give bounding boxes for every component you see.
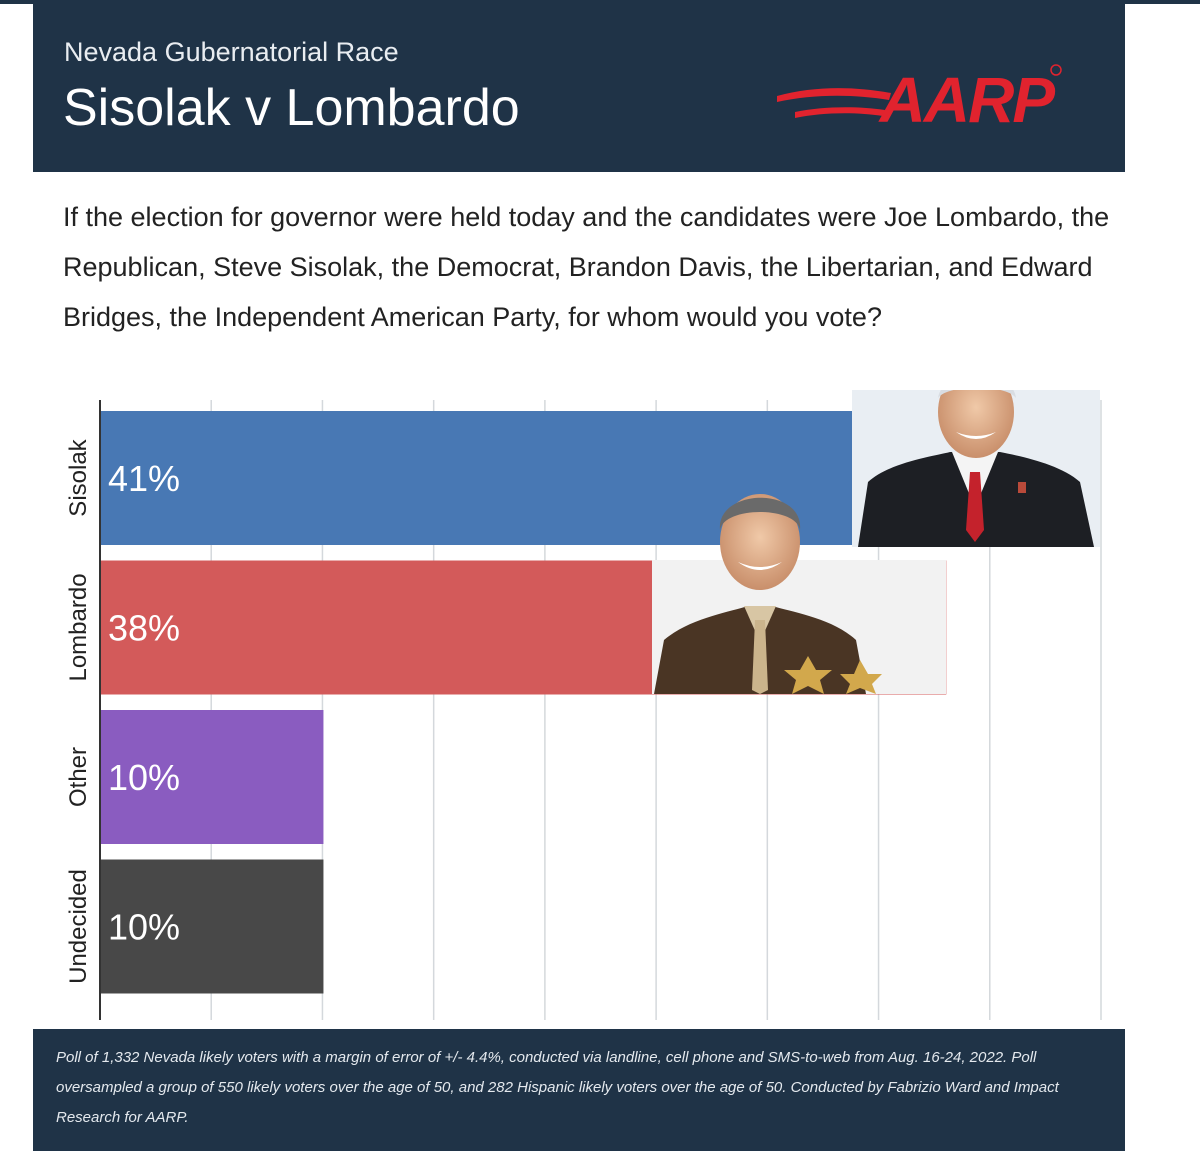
value-label-sisolak: 41% (108, 458, 180, 499)
bar-undecided (101, 859, 324, 994)
top-rule (0, 0, 1200, 4)
bar-chart: Sisolak Lombardo Other Undecided 41% 38% 10% 1… (65, 390, 1102, 1020)
value-label-lombardo: 38% (108, 608, 180, 649)
header-headline: Sisolak v Lombardo (63, 79, 520, 137)
sisolak-photo (852, 390, 1100, 547)
category-label-undecided: Undecided (65, 869, 92, 984)
survey-question: If the election for governor were held t… (63, 202, 1110, 332)
value-label-other: 10% (108, 757, 180, 798)
category-label-other: Other (65, 747, 92, 807)
aarp-logo: AARP (777, 64, 1062, 130)
lombardo-photo (652, 494, 946, 694)
category-label-lombardo: Lombardo (65, 573, 92, 681)
methodology-note: Poll of 1,332 Nevada likely voters with … (56, 1049, 1059, 1126)
header-banner: Nevada Gubernatorial Race Sisolak v Lomb… (33, 4, 1125, 172)
value-label-undecided: 10% (108, 907, 180, 948)
header-kicker: Nevada Gubernatorial Race (64, 37, 399, 67)
category-label-sisolak: Sisolak (65, 438, 92, 516)
footer-banner: Poll of 1,332 Nevada likely voters with … (33, 1029, 1125, 1151)
bar-other (101, 710, 324, 844)
svg-text:AARP: AARP (878, 64, 1056, 130)
